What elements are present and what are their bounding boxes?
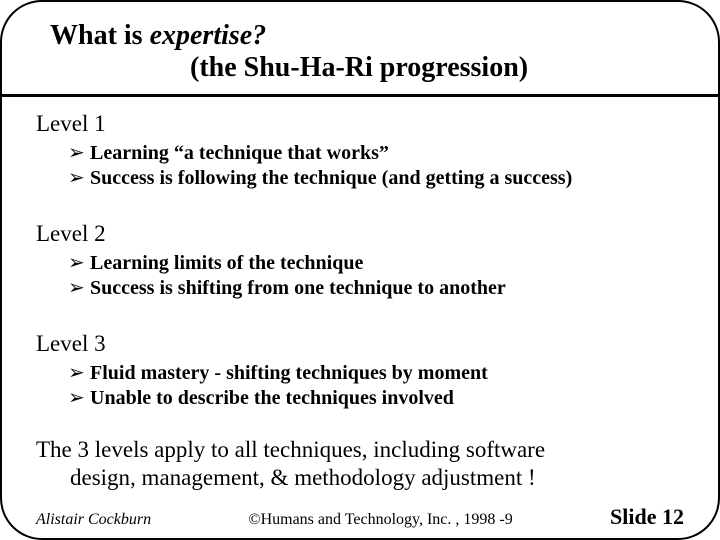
level-1-bullets: Learning “a technique that works” Succes…: [68, 141, 684, 192]
footer: Alistair Cockburn ©Humans and Technology…: [36, 504, 684, 530]
title-block: What is expertise? (the Shu-Ha-Ri progre…: [50, 20, 670, 84]
slide-frame: What is expertise? (the Shu-Ha-Ri progre…: [0, 0, 720, 540]
title-prefix: What is: [50, 20, 150, 51]
title-line-1: What is expertise?: [50, 20, 670, 52]
footer-slide-number: Slide 12: [610, 504, 684, 530]
content-area: Level 1 Learning “a technique that works…: [36, 110, 684, 492]
spacer: [36, 192, 684, 220]
list-item: Learning limits of the technique: [68, 251, 684, 277]
footer-copyright: ©Humans and Technology, Inc. , 1998 -9: [248, 511, 512, 529]
list-item: Learning “a technique that works”: [68, 141, 684, 167]
closing-line-2: design, management, & methodology adjust…: [36, 464, 684, 492]
title-rule: [2, 94, 718, 97]
list-item: Unable to describe the techniques involv…: [68, 386, 684, 412]
spacer: [36, 302, 684, 330]
footer-author: Alistair Cockburn: [36, 511, 151, 529]
level-2-bullets: Learning limits of the technique Success…: [68, 251, 684, 302]
closing-text: The 3 levels apply to all techniques, in…: [36, 436, 684, 492]
level-3-heading: Level 3: [36, 330, 684, 359]
list-item: Success is following the technique (and …: [68, 166, 684, 192]
closing-line-1: The 3 levels apply to all techniques, in…: [36, 437, 545, 462]
list-item: Fluid mastery - shifting techniques by m…: [68, 361, 684, 387]
title-italic: expertise?: [150, 20, 267, 51]
title-line-2: (the Shu-Ha-Ri progression): [50, 52, 670, 84]
level-3-bullets: Fluid mastery - shifting techniques by m…: [68, 361, 684, 412]
level-2-heading: Level 2: [36, 220, 684, 249]
list-item: Success is shifting from one technique t…: [68, 276, 684, 302]
level-1-heading: Level 1: [36, 110, 684, 139]
